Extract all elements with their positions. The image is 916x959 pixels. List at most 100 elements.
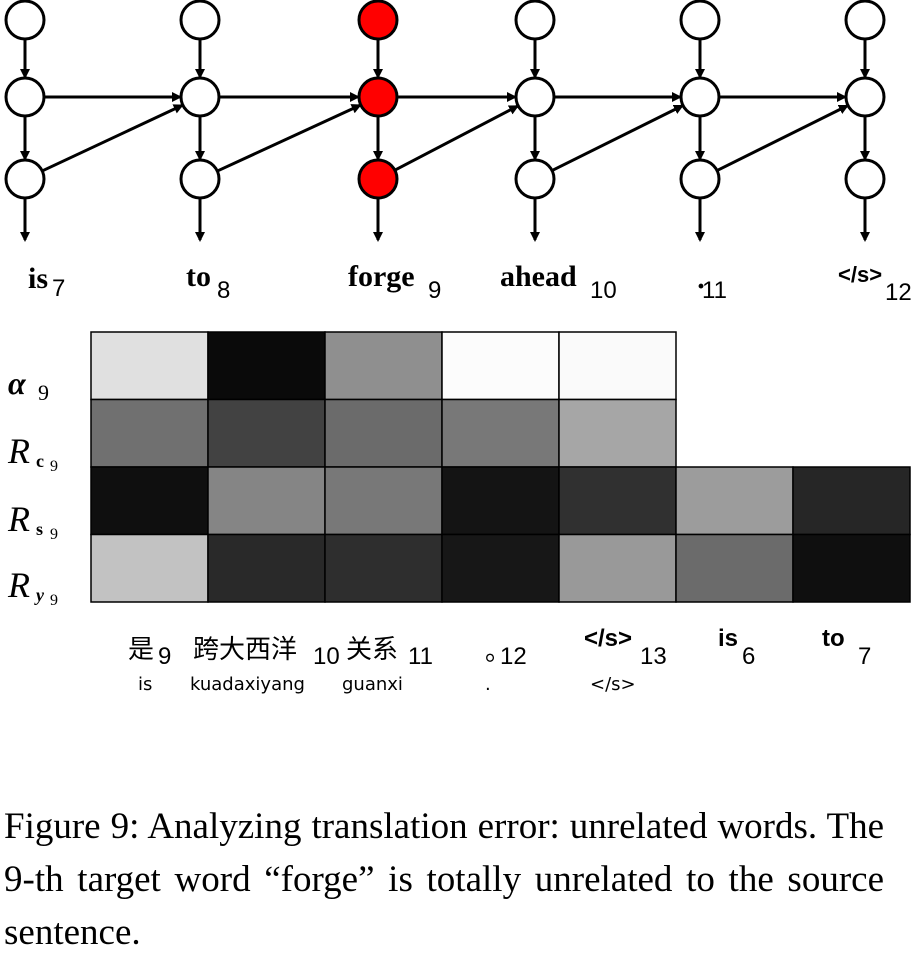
row-label-symbol: R [7, 499, 30, 539]
heatmap-cell [558, 398, 677, 468]
heatmap-cell [207, 533, 326, 603]
input-node [514, 158, 556, 200]
network-edges [20, 39, 870, 242]
input-node [679, 158, 721, 200]
output-node [179, 0, 221, 41]
target-word: is [28, 262, 48, 295]
source-word: 关系 [346, 635, 398, 665]
heatmap-cell [441, 331, 560, 401]
source-word: is [718, 625, 738, 652]
row-label-sub: 9 [38, 380, 49, 405]
source-word-index: 6 [742, 643, 755, 670]
row-label-symbol: α [8, 365, 27, 401]
target-word-index: 11 [702, 277, 727, 304]
target-word-index: 10 [590, 277, 617, 304]
edge-feedback [216, 104, 362, 173]
source-word-pinyin: </s> [590, 674, 636, 695]
target-word: forge [348, 260, 415, 293]
input-node [357, 158, 399, 200]
source-word-pinyin: guanxi [342, 674, 403, 695]
target-word: </s> [838, 262, 882, 287]
heatmap-cell [207, 466, 326, 536]
target-word-index: 12 [885, 279, 912, 306]
source-word-pinyin: is [138, 674, 152, 695]
source-word: 是 [128, 635, 154, 665]
heatmap-cell [324, 533, 443, 603]
heatmap-cell [441, 533, 560, 603]
heatmap-cell [441, 466, 560, 536]
row-label-sub2: 9 [50, 458, 58, 475]
heatmap-cell [90, 331, 209, 401]
heatmap-cell [441, 398, 560, 468]
target-word-index: 8 [217, 277, 230, 304]
target-word-index: 9 [428, 277, 441, 304]
row-label-sub2: 9 [50, 526, 58, 543]
source-word-index: 13 [640, 643, 667, 670]
edge-feedback [41, 104, 184, 173]
heatmap-row-labels: α 9R c 9R s 9R y 9 [7, 365, 58, 609]
hidden-node [514, 76, 556, 118]
source-word: 跨大西洋 [193, 635, 297, 665]
heatmap-cell [675, 533, 794, 603]
source-word: 。 [485, 637, 511, 667]
row-label-sub: y [34, 585, 45, 605]
heatmap-cell [207, 331, 326, 401]
input-node [4, 158, 46, 200]
heatmap-cell [207, 398, 326, 468]
heatmap-cell [558, 533, 677, 603]
target-word-index: 7 [52, 275, 65, 302]
target-word-labels: is 7 to 8 forge 9 ahead 10 ·11 </s>12 [28, 260, 912, 306]
row-label-sub2: 9 [50, 592, 58, 609]
heatmap-cell [792, 533, 911, 603]
source-word: </s> [584, 625, 632, 652]
figure-caption: Figure 9: Analyzing translation error: u… [4, 806, 884, 953]
row-label-symbol: R [7, 431, 30, 471]
output-node [844, 0, 886, 41]
heatmap-cell [792, 466, 911, 536]
edge-feedback [394, 104, 520, 172]
heatmap-cell [324, 398, 443, 468]
source-word-pinyin: kuadaxiyang [190, 674, 305, 695]
target-word: to [186, 260, 211, 293]
output-node [357, 0, 399, 41]
target-word: ahead [500, 260, 577, 293]
heatmap-cell [90, 466, 209, 536]
hidden-node [679, 76, 721, 118]
source-word-index: 11 [408, 643, 433, 670]
output-node [679, 0, 721, 41]
hidden-node [4, 76, 46, 118]
source-word-index: 10 [313, 643, 340, 670]
input-node [844, 158, 886, 200]
target-word: · [696, 270, 706, 303]
source-word-index: 7 [858, 643, 871, 670]
edge-feedback [716, 104, 849, 172]
input-node [179, 158, 221, 200]
source-word-index: 12 [500, 643, 527, 670]
heatmap-cell [324, 466, 443, 536]
heatmap-cell [558, 331, 677, 401]
row-label-sub: c [36, 451, 44, 471]
heatmap-cell [558, 466, 677, 536]
edge-feedback [551, 104, 684, 172]
output-node [514, 0, 556, 41]
heatmap-cell [90, 398, 209, 468]
network-nodes [4, 0, 886, 200]
source-word-index: 9 [158, 643, 171, 670]
heatmap-cell [675, 466, 794, 536]
source-word: to [822, 625, 845, 652]
relevance-heatmap [90, 331, 911, 603]
rnn-diagram-figure: is 7 to 8 forge 9 ahead 10·11</s>12 α 9R c 9R s 9R y 9… [4, 0, 912, 695]
heatmap-cell [324, 331, 443, 401]
hidden-node [844, 76, 886, 118]
row-label-symbol: R [7, 565, 30, 605]
row-label-sub: s [36, 519, 43, 539]
heatmap-cell [90, 533, 209, 603]
source-word-pinyin: . [485, 674, 491, 695]
hidden-node [179, 76, 221, 118]
hidden-node [357, 76, 399, 118]
output-node [4, 0, 46, 41]
